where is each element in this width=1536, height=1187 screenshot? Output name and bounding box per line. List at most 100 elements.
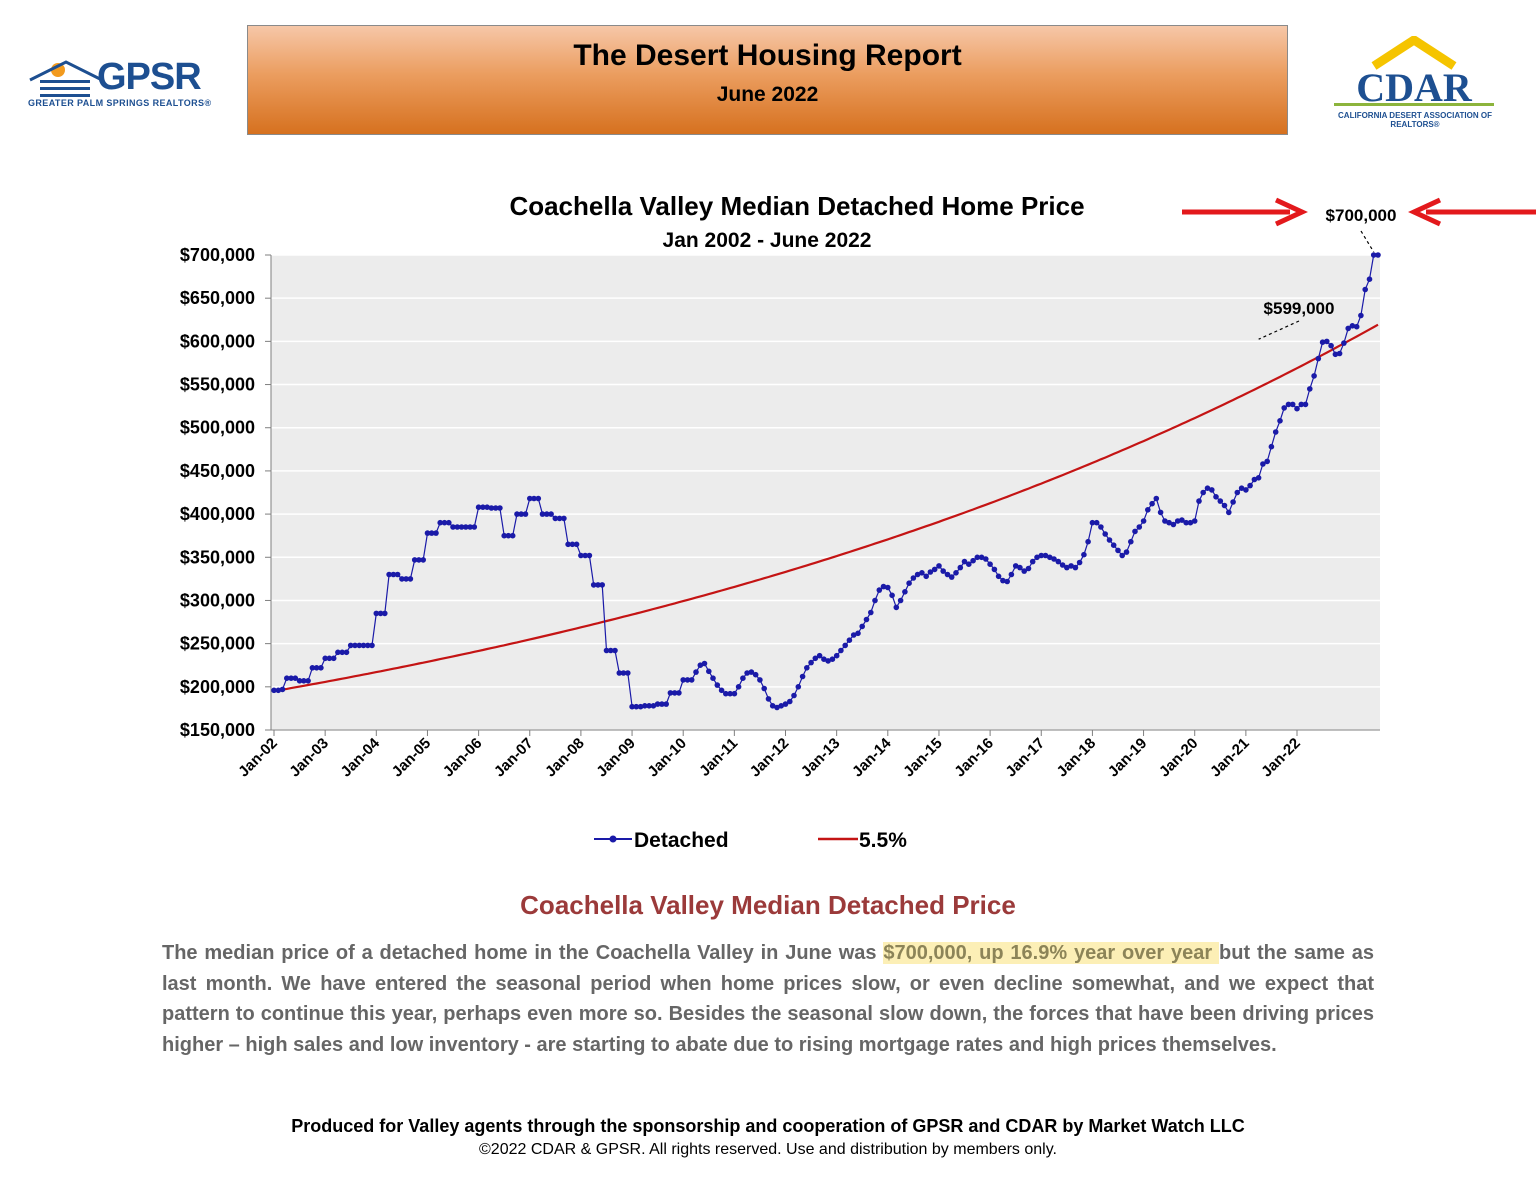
report-banner: The Desert Housing Report June 2022: [247, 25, 1288, 135]
detached-point: [659, 701, 665, 707]
detached-point: [527, 495, 533, 502]
detached-point: [1136, 524, 1143, 530]
x-tick-label: Jan-06: [440, 735, 486, 781]
chart-subtitle: Jan 2002 - June 2022: [663, 229, 872, 252]
detached-point: [1298, 401, 1305, 408]
detached-point: [1370, 252, 1377, 258]
detached-point: [1119, 552, 1125, 559]
x-tick-label: Jan-20: [1156, 735, 1202, 781]
cdar-logo-word: CDAR: [1356, 65, 1472, 110]
x-tick-label: Jan-04: [337, 734, 383, 780]
detached-point: [565, 541, 571, 548]
detached-point: [825, 658, 831, 664]
y-tick-label: $500,000: [180, 418, 255, 438]
cdar-logo-tagline: CALIFORNIA DESERT ASSOCIATION OF REALTOR…: [1338, 111, 1492, 129]
y-tick-label: $250,000: [180, 634, 255, 654]
detached-point: [1110, 542, 1117, 548]
detached-point: [654, 701, 661, 707]
detached-point: [399, 576, 405, 582]
legend-detached-marker: [594, 835, 632, 843]
detached-point: [782, 701, 789, 707]
detached-point: [902, 589, 908, 595]
detached-point: [420, 557, 427, 563]
detached-point: [403, 576, 409, 582]
detached-point: [394, 571, 401, 578]
detached-point: [897, 597, 904, 604]
detached-point: [301, 678, 307, 684]
detached-point: [1341, 340, 1347, 346]
detached-point: [1029, 558, 1036, 565]
detached-point: [535, 495, 542, 502]
detached-point: [1209, 487, 1215, 493]
detached-point: [706, 668, 712, 675]
detached-point: [309, 665, 316, 671]
detached-point: [1170, 521, 1177, 528]
detached-point: [1247, 482, 1253, 489]
detached-point: [492, 505, 499, 511]
detached-point: [1064, 564, 1070, 571]
detached-point: [313, 665, 320, 671]
detached-point: [1072, 564, 1079, 571]
detached-point: [1055, 558, 1062, 565]
detached-point: [1106, 537, 1113, 543]
detached-point: [390, 571, 397, 578]
detached-point: [983, 556, 989, 562]
detached-point: [1085, 538, 1091, 545]
detached-point: [386, 571, 392, 578]
detached-point: [1174, 518, 1181, 524]
detached-point: [1132, 528, 1138, 535]
detached-point: [1234, 489, 1241, 496]
y-tick-label: $550,000: [180, 375, 255, 395]
detached-point: [1289, 401, 1296, 408]
footer-credit: Produced for Valley agents through the s…: [291, 1116, 1245, 1136]
detached-point: [1047, 554, 1053, 561]
detached-point: [1268, 443, 1275, 450]
y-tick-label: $650,000: [180, 288, 255, 308]
detached-point: [1008, 571, 1015, 578]
detached-point: [603, 647, 610, 654]
detached-point: [1332, 351, 1339, 358]
detached-point: [748, 669, 755, 675]
detached-point: [663, 701, 669, 707]
detached-point: [838, 647, 844, 654]
detached-point: [509, 532, 516, 539]
detached-point: [1294, 405, 1300, 412]
detached-point: [1243, 487, 1249, 493]
detached-point: [411, 557, 418, 563]
detached-point: [735, 684, 742, 690]
detached-point: [850, 632, 857, 638]
plot-area: [271, 255, 1380, 730]
detached-point: [347, 642, 354, 649]
y-tick-label: $150,000: [180, 720, 255, 740]
detached-point: [433, 530, 439, 536]
detached-point: [330, 655, 337, 662]
detached-point: [1068, 563, 1074, 569]
detached-point: [1166, 519, 1172, 526]
detached-point: [616, 670, 623, 676]
detached-point: [893, 604, 900, 611]
detached-point: [271, 687, 277, 694]
detached-point: [322, 655, 329, 662]
chart-title: Coachella Valley Median Detached Home Pr…: [509, 191, 1084, 221]
detached-point: [1183, 519, 1189, 526]
detached-point: [629, 703, 635, 710]
detached-point: [948, 574, 955, 580]
detached-point: [808, 659, 814, 666]
detached-point: [561, 515, 567, 522]
detached-point: [1017, 564, 1023, 571]
detached-point: [582, 552, 588, 559]
detached-point: [774, 704, 780, 711]
detached-point: [586, 552, 593, 559]
detached-point: [970, 557, 976, 564]
annotation-700k-label: $700,000: [1326, 206, 1397, 225]
detached-point: [446, 519, 452, 526]
legend: Detached 5.5%: [594, 829, 907, 852]
detached-point: [1353, 323, 1360, 330]
detached-point: [1366, 276, 1373, 283]
y-axis: $700,000 $650,000 $600,000 $550,000 $500,000…: [180, 245, 271, 740]
median-price-chart: Coachella Valley Median Detached Home Pr…: [180, 191, 1536, 852]
detached-point: [339, 649, 346, 656]
detached-series: [271, 252, 1381, 711]
detached-point: [906, 580, 912, 586]
detached-point: [880, 583, 887, 590]
